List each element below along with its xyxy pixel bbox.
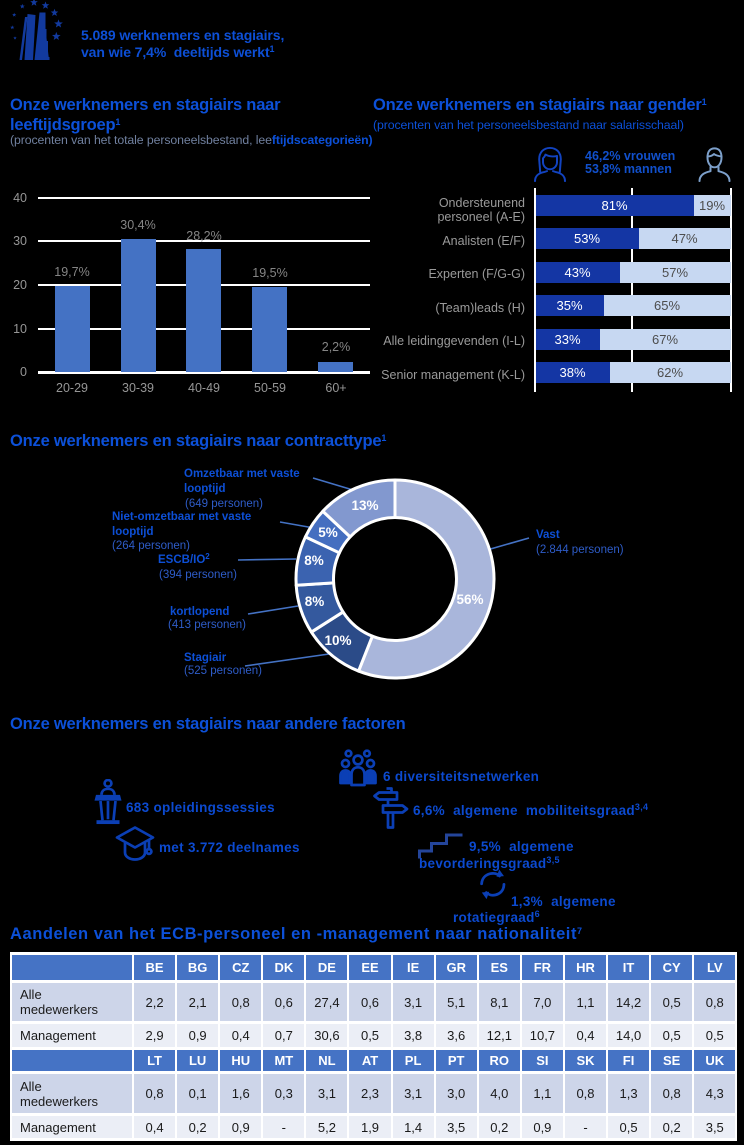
svg-text:8%: 8% bbox=[305, 594, 325, 609]
svg-text:5%: 5% bbox=[318, 525, 338, 540]
svg-text:56%: 56% bbox=[456, 592, 483, 607]
svg-text:10%: 10% bbox=[324, 633, 351, 648]
svg-text:13%: 13% bbox=[351, 498, 378, 513]
svg-text:8%: 8% bbox=[304, 553, 324, 568]
